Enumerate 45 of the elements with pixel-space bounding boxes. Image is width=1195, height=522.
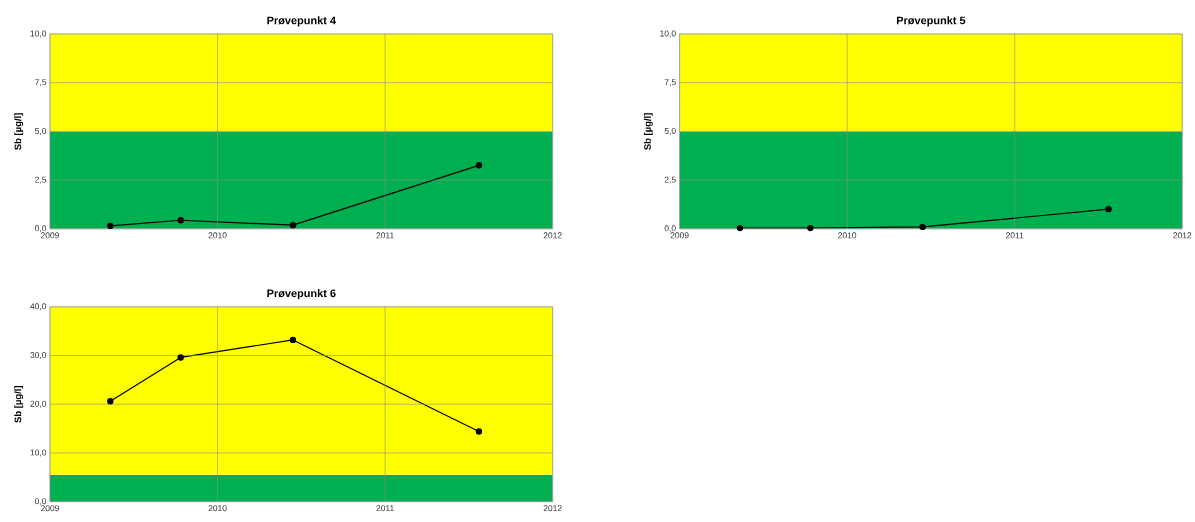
x-tick-label: 2011 [376,505,394,512]
chart-title: Prøvepunkt 6 [267,289,336,300]
y-tick-label: 2,5 [35,176,47,184]
y-tick-label: 10,0 [30,449,47,457]
y-axis-title: Sb [µg/l] [14,386,24,423]
x-tick-label: 2011 [376,232,394,239]
point [475,428,483,435]
point [289,222,297,229]
y-tick-label: 0,0 [35,225,47,233]
y-tick-label: 20,0 [30,400,47,408]
point [107,222,114,230]
x-tick-label: 2009 [670,232,689,239]
y-tick-label: 10,0 [660,30,676,38]
point [177,217,184,224]
point [475,162,483,169]
x-tick-label: 2010 [838,232,857,239]
x-tick-label: 2011 [1006,232,1024,239]
y-tick-label: 10,0 [30,30,47,38]
x-tick-label: 2010 [208,232,227,239]
x-tick-label: 2012 [543,232,562,239]
x-tick-label: 2009 [40,505,59,512]
point [289,336,297,344]
point [107,398,114,405]
chart-title: Prøvepunkt 5 [896,16,966,27]
y-tick-label: 7,5 [664,79,676,87]
y-tick-label: 30,0 [30,352,47,360]
x-tick-label: 2012 [543,505,562,512]
x-tick-label: 2009 [40,232,59,239]
y-axis-title: Sb [µg/l] [14,113,24,151]
y-axis-title: Sb [µg/l] [643,113,653,151]
point [1105,206,1112,213]
y-tick-label: 0,0 [35,498,47,506]
x-tick-label: 2012 [1173,232,1192,239]
y-tick-label: 2,5 [664,176,676,184]
y-tick-label: 40,0 [30,303,47,311]
y-tick-label: 0,0 [664,225,676,233]
x-tick-label: 2010 [208,505,227,512]
point [736,225,744,232]
point [177,354,184,361]
point [919,223,926,231]
chart-title: Prøvepunkt 4 [267,16,336,27]
point [807,225,814,232]
y-tick-label: 7,5 [35,79,47,87]
y-tick-label: 5,0 [664,128,676,136]
y-tick-label: 5,0 [35,128,47,136]
